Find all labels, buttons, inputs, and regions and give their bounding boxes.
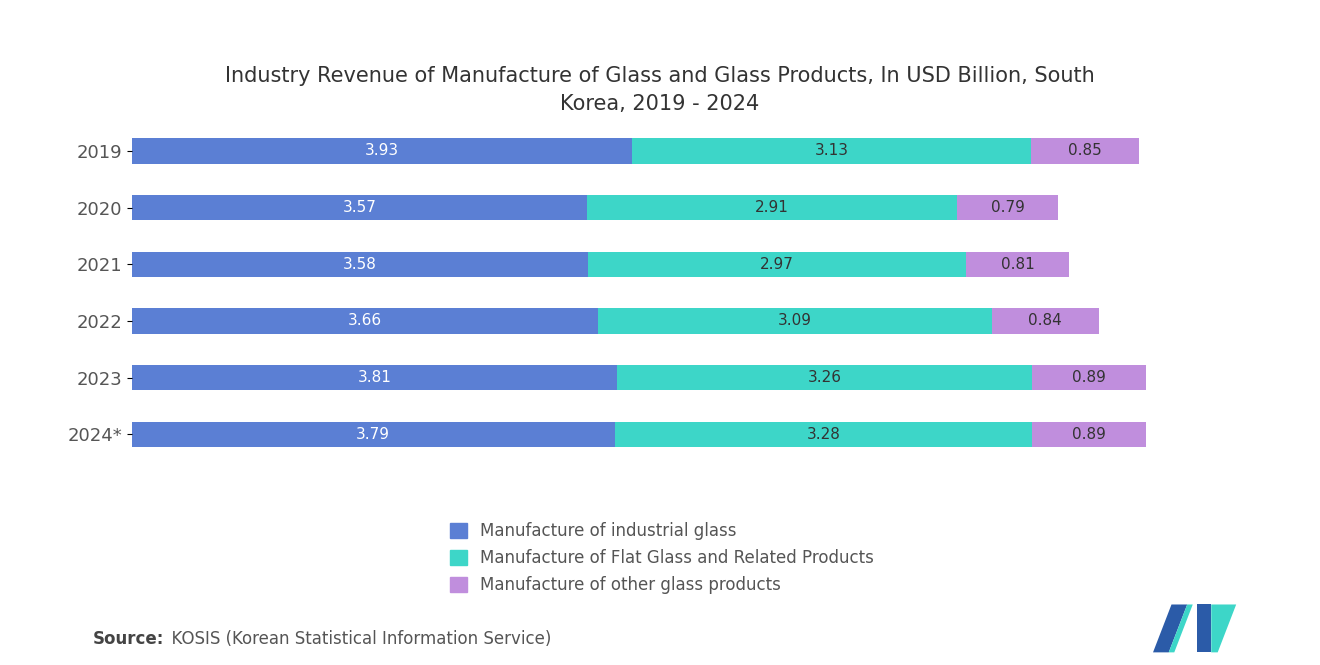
Text: 3.58: 3.58	[343, 257, 378, 272]
Text: Source:: Source:	[92, 630, 164, 648]
Bar	[132, 365, 618, 390]
Text: 3.09: 3.09	[777, 313, 812, 329]
Text: 3.26: 3.26	[808, 370, 842, 385]
Bar	[957, 195, 1057, 220]
Bar	[1032, 422, 1146, 447]
Text: Industry Revenue of Manufacture of Glass and Glass Products, In USD Billion, Sou: Industry Revenue of Manufacture of Glass…	[226, 66, 1094, 114]
Bar	[632, 138, 1031, 164]
Text: 3.13: 3.13	[814, 144, 849, 158]
Bar	[132, 138, 632, 164]
Text: 3.81: 3.81	[358, 370, 392, 385]
Bar	[132, 308, 598, 334]
Bar	[1031, 138, 1139, 164]
Bar	[1032, 365, 1146, 390]
Text: 0.89: 0.89	[1072, 427, 1106, 442]
Text: KOSIS (Korean Statistical Information Service): KOSIS (Korean Statistical Information Se…	[161, 630, 552, 648]
Polygon shape	[1168, 604, 1193, 652]
Text: 0.89: 0.89	[1072, 370, 1106, 385]
Polygon shape	[1212, 604, 1236, 652]
Bar	[991, 308, 1098, 334]
Text: 0.81: 0.81	[1001, 257, 1035, 272]
Legend: Manufacture of industrial glass, Manufacture of Flat Glass and Related Products,: Manufacture of industrial glass, Manufac…	[444, 515, 880, 601]
Bar	[586, 195, 957, 220]
Text: 3.79: 3.79	[356, 427, 391, 442]
Bar	[966, 251, 1069, 277]
Polygon shape	[1197, 604, 1212, 652]
Text: 3.93: 3.93	[366, 144, 399, 158]
Text: 2.91: 2.91	[755, 200, 789, 215]
Text: 3.66: 3.66	[348, 313, 381, 329]
Polygon shape	[1154, 604, 1187, 652]
Text: 0.84: 0.84	[1028, 313, 1061, 329]
Text: 3.57: 3.57	[342, 200, 376, 215]
Bar	[598, 308, 991, 334]
Bar	[587, 251, 966, 277]
Text: 3.28: 3.28	[807, 427, 841, 442]
Bar	[618, 365, 1032, 390]
Text: 0.79: 0.79	[990, 200, 1024, 215]
Text: 2.97: 2.97	[760, 257, 793, 272]
Bar	[132, 422, 615, 447]
Bar	[132, 195, 586, 220]
Bar	[615, 422, 1032, 447]
Bar	[132, 251, 587, 277]
Text: 0.85: 0.85	[1068, 144, 1102, 158]
